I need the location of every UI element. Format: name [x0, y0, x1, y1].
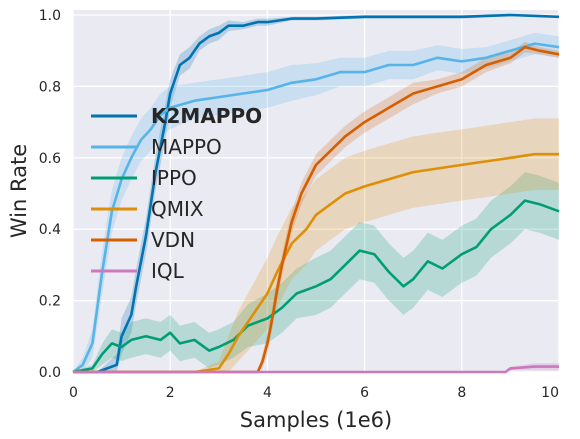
- grid: [72, 10, 560, 373]
- x-axis-title: Samples (1e6): [240, 408, 392, 432]
- y-tick-label: 1.0: [39, 8, 61, 24]
- legend-label-qmix: QMIX: [151, 197, 204, 221]
- series-line-vdn: [73, 45, 560, 374]
- x-tick-label: 10: [541, 385, 559, 401]
- legend-label-ippo: IPPO: [151, 166, 197, 190]
- y-tick-label: 0.2: [39, 294, 61, 310]
- x-tick-label: 8: [457, 385, 466, 401]
- series-line-k2mappo: [73, 13, 560, 374]
- legend-label-vdn: VDN: [151, 228, 195, 252]
- x-tick-label: 4: [263, 385, 272, 401]
- legend: K2MAPPO MAPPO IPPO QMIX VDN IQL: [91, 104, 262, 283]
- series-line-mappo: [72, 42, 560, 374]
- y-tick-label: 0.8: [39, 79, 61, 95]
- series-lines: [72, 13, 560, 374]
- legend-label-mappo: MAPPO: [151, 135, 222, 159]
- series-line-qmix: [73, 152, 559, 374]
- legend-label-k2mappo: K2MAPPO: [151, 104, 262, 128]
- y-tick-label: 0.0: [39, 365, 61, 381]
- series-line-ippo: [72, 199, 560, 374]
- series-band-qmix: [73, 118, 559, 372]
- series-band-ippo: [73, 172, 559, 372]
- series-band-mappo: [73, 32, 559, 373]
- y-tick-label: 0.4: [39, 222, 61, 238]
- x-tick-label: 2: [166, 385, 175, 401]
- y-tick-label: 0.6: [39, 151, 61, 167]
- y-axis-title: Win Rate: [7, 144, 31, 238]
- legend-label-iql: IQL: [151, 259, 185, 283]
- series-line-iql: [73, 365, 559, 374]
- x-tick-label: 0: [69, 385, 78, 401]
- x-tick-label: 6: [360, 385, 369, 401]
- axis-ticks: 0 2 4 6 8 10 0.0 0.2 0.4 0.6 0.8 1.0: [39, 8, 559, 401]
